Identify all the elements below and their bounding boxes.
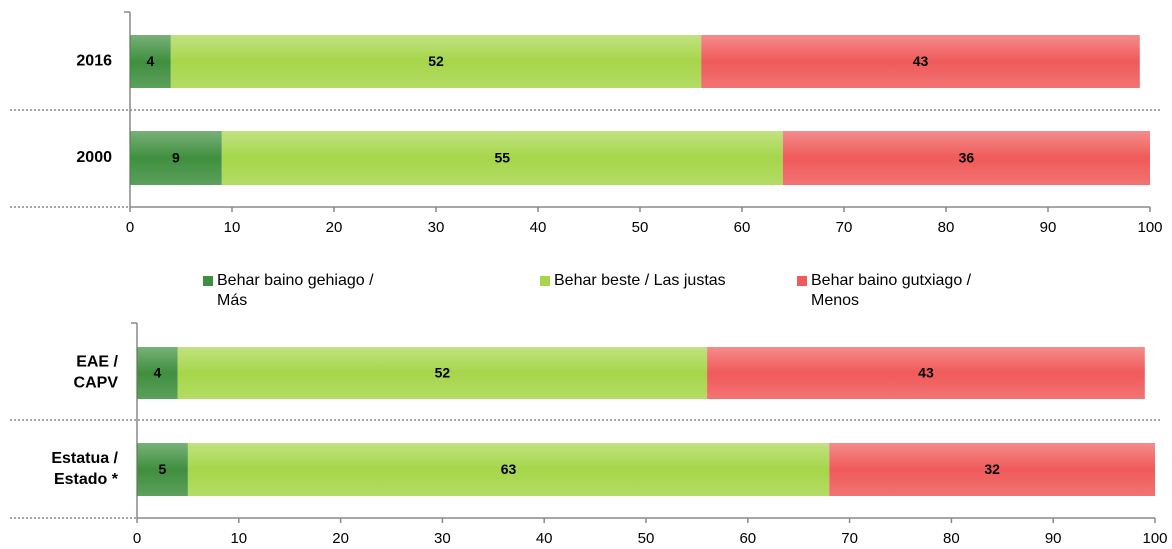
legend-item: Behar baino gehiago / Más — [203, 271, 407, 311]
x-tick-label: 10 — [230, 530, 247, 547]
category-line: Estatua / — [51, 450, 118, 467]
x-tick-label: 80 — [943, 530, 960, 547]
data-label: 43 — [913, 53, 929, 69]
x-tick-label: 50 — [632, 219, 649, 236]
category-line: CAPV — [74, 375, 119, 392]
x-tick-label: 50 — [638, 530, 655, 547]
x-tick-label: 60 — [739, 530, 756, 547]
x-tick-label: 40 — [536, 530, 553, 547]
legend-item: Behar baino gutxiago / Menos — [797, 271, 1001, 311]
legend-label: Behar baino gutxiago / Menos — [811, 272, 972, 309]
x-tick-label: 70 — [841, 530, 858, 547]
x-tick-label: 20 — [326, 219, 343, 236]
x-tick-label: 100 — [1142, 530, 1167, 547]
data-label: 9 — [172, 150, 180, 166]
bar-segment — [829, 443, 1155, 496]
x-tick-label: 10 — [224, 219, 241, 236]
bar-segment — [187, 443, 830, 496]
category-line: EAE / — [76, 354, 118, 371]
x-tick-label: 30 — [428, 219, 445, 236]
bar-segment — [137, 347, 178, 399]
bar-segment — [177, 347, 708, 399]
bar-segment — [137, 443, 188, 496]
data-label: 4 — [153, 365, 161, 381]
bar-segment — [170, 35, 702, 88]
x-tick-label: 20 — [332, 530, 349, 547]
legend-item: Behar beste / Las justas — [540, 271, 744, 291]
data-label: 36 — [959, 150, 975, 166]
category-label: 2016 — [76, 53, 112, 70]
bar-segment — [130, 35, 171, 88]
legend-label: Behar baino gehiago / Más — [217, 272, 374, 309]
data-label: 52 — [428, 53, 444, 69]
data-label: 5 — [159, 461, 167, 477]
bar-segment — [782, 131, 1150, 185]
x-tick-label: 70 — [836, 219, 853, 236]
x-tick-label: 100 — [1137, 219, 1162, 236]
x-tick-label: 90 — [1040, 219, 1057, 236]
legend-swatch — [203, 276, 213, 286]
x-tick-label: 0 — [126, 219, 134, 236]
legend-label: Behar beste / Las justas — [554, 272, 726, 289]
data-label: 52 — [435, 365, 451, 381]
category-label: 2000 — [76, 149, 112, 166]
category-label: EAE / CAPV — [74, 354, 119, 392]
category-label: Estatua / Estado * — [51, 450, 118, 488]
data-label: 55 — [495, 150, 511, 166]
bar-segment — [130, 131, 222, 185]
data-label: 63 — [501, 461, 517, 477]
x-tick-label: 30 — [434, 530, 451, 547]
legend-swatch — [540, 276, 550, 286]
data-label: 43 — [918, 365, 934, 381]
x-tick-label: 90 — [1045, 530, 1062, 547]
legend-swatch — [797, 276, 807, 286]
bar-segment — [701, 35, 1140, 88]
x-tick-label: 60 — [734, 219, 751, 236]
bar-segment — [221, 131, 783, 185]
x-tick-label: 80 — [938, 219, 955, 236]
x-tick-label: 40 — [530, 219, 547, 236]
category-line: Estado * — [54, 471, 119, 488]
bar-segment — [707, 347, 1145, 399]
data-label: 32 — [984, 461, 1000, 477]
x-tick-label: 0 — [133, 530, 141, 547]
data-label: 4 — [147, 53, 155, 69]
